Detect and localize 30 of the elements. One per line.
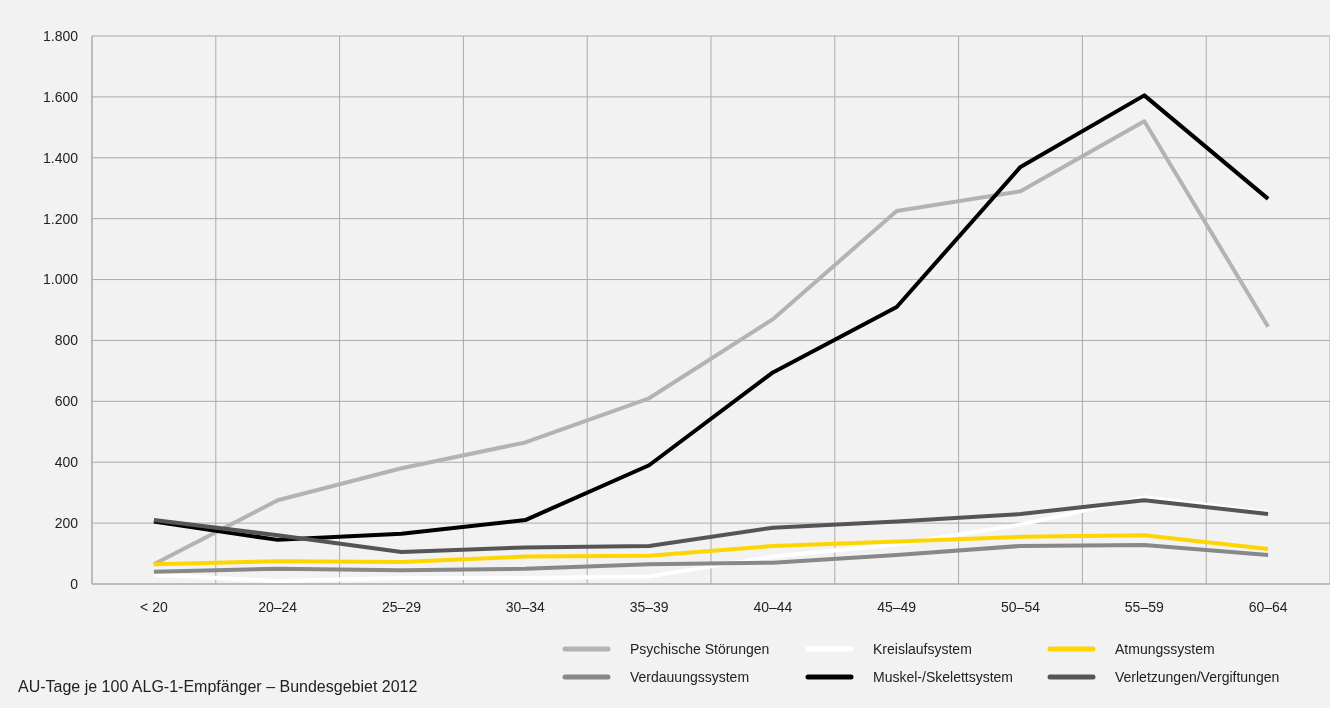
x-tick-label: 35–39 (629, 599, 669, 615)
y-tick-label: 1.400 (42, 149, 79, 166)
legend-label: Verdauungssystem (630, 668, 750, 685)
text: AU-Tage je 100 ALG-1-Empfänger – Bundesgebiet 2012 (18, 678, 418, 695)
x-tick-label: 40–44 (753, 599, 793, 615)
y-tick-label: 1.800 (42, 27, 79, 44)
y-tick-label: 1.200 (42, 210, 79, 227)
line-series (151, 533, 1271, 567)
legend-label: Muskel-/Skelettsystem (873, 668, 1014, 685)
y-tick-label: 600 (54, 393, 79, 410)
x-tick-label: 45–49 (877, 599, 917, 615)
y-tick-label: 200 (54, 515, 79, 532)
x-tick-label: 50–54 (1001, 599, 1041, 615)
x-tick-label: 60–64 (1248, 599, 1288, 615)
legend-label: Verletzungen/Vergiftungen (1115, 668, 1280, 685)
y-tick-label: 800 (54, 332, 79, 349)
x-tick-label: 25–29 (382, 599, 422, 615)
x-tick-label: < 20 (140, 599, 168, 615)
legend-label: Kreislaufsystem (873, 640, 972, 657)
y-tick-label: 400 (54, 454, 79, 471)
x-tick-label: 55–59 (1124, 599, 1164, 615)
y-tick-label: 1.000 (42, 271, 79, 288)
x-tick-label: 30–34 (505, 599, 545, 615)
y-tick-label: 1.600 (42, 88, 79, 105)
y-tick-label: 0 (70, 575, 79, 592)
line-series (151, 543, 1271, 574)
line-series (151, 498, 1271, 555)
x-tick-label: 20–24 (258, 599, 298, 615)
legend-label: Atmungssystem (1115, 640, 1215, 657)
legend-label: Psychische Störungen (630, 640, 770, 657)
